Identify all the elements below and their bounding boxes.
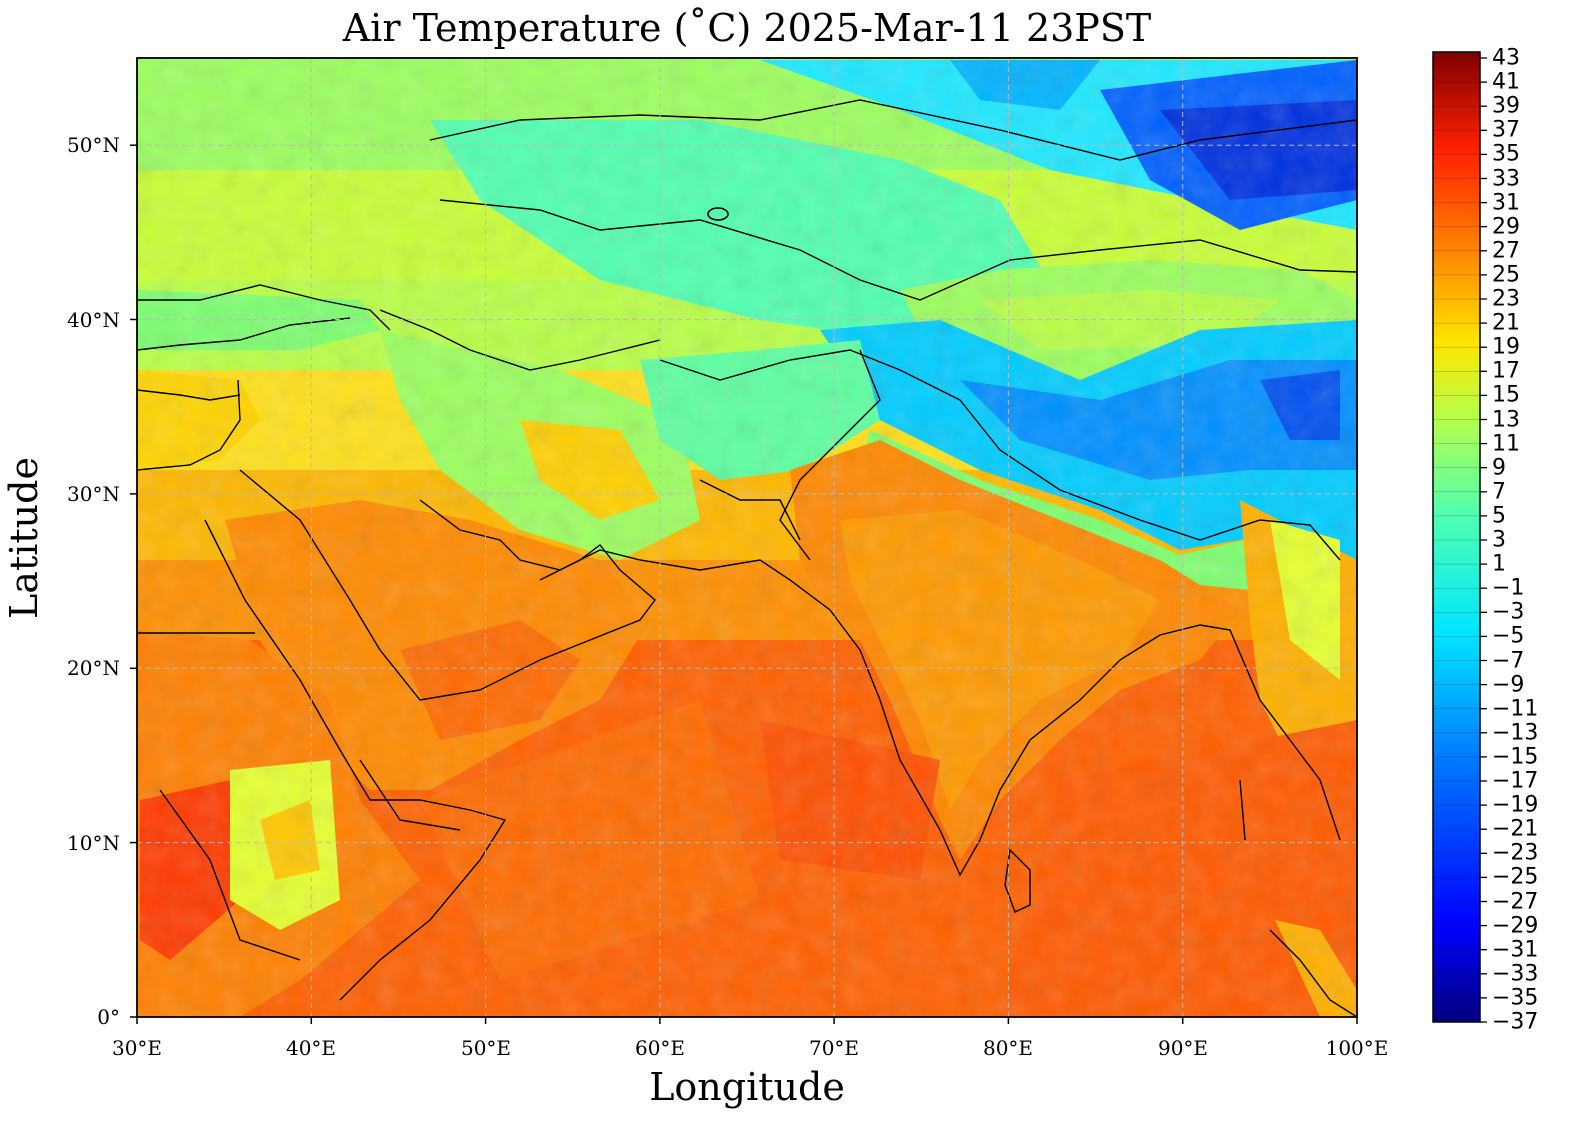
- colorbar-tick-label: 25: [1492, 262, 1520, 288]
- y-tick-label: 30°N: [67, 482, 120, 506]
- colorbar-tick-label: −7: [1492, 648, 1525, 673]
- lake-outline: [707, 207, 729, 221]
- x-tick-label: 60°E: [634, 1036, 686, 1060]
- y-tick-label: 10°N: [67, 831, 120, 855]
- colorbar-tick-label: −29: [1492, 913, 1539, 939]
- x-tick-label: 80°E: [982, 1036, 1034, 1060]
- colorbar-tick-label: 9: [1492, 455, 1506, 481]
- colorbar-tick-label: −17: [1492, 768, 1539, 794]
- colorbar-tick-label: 13: [1492, 407, 1520, 432]
- x-tick-label: 50°E: [460, 1036, 512, 1060]
- y-tick-label: 50°N: [67, 133, 120, 157]
- colorbar-tick-label: −11: [1492, 696, 1539, 722]
- colorbar-tick-label: −1: [1492, 575, 1525, 601]
- colorbar-tick-label: 43: [1492, 45, 1520, 71]
- colorbar-tick-label: −21: [1492, 816, 1539, 842]
- colorbar-tick-label: 7: [1492, 479, 1506, 505]
- colorbar-tick-label: −33: [1492, 961, 1539, 987]
- y-tick-label: 20°N: [67, 656, 120, 680]
- colorbar-tick-label: 33: [1492, 166, 1520, 191]
- x-tick-label: 100°E: [1325, 1036, 1389, 1060]
- colorbar-tick-label: −27: [1492, 889, 1539, 914]
- colorbar-tick-label: 19: [1492, 334, 1520, 360]
- x-tick-label: 70°E: [808, 1036, 860, 1060]
- colorbar-tick-label: 1: [1492, 551, 1506, 577]
- colorbar-tick-marks: [1480, 57, 1487, 1023]
- colorbar-tick-label: −15: [1492, 744, 1539, 770]
- colorbar-tick-label: 23: [1492, 286, 1520, 312]
- colorbar-tick-label: 41: [1492, 69, 1520, 95]
- colorbar-tick-label: 15: [1492, 382, 1520, 408]
- map-frame: [136, 57, 1358, 1018]
- colorbar-tick-label: 27: [1492, 238, 1520, 264]
- colorbar-tick-label: 29: [1492, 214, 1520, 240]
- colorbar-tick-label: 35: [1492, 141, 1520, 167]
- x-axis-title: Longitude: [649, 1065, 845, 1109]
- colorbar-tick-label: 5: [1492, 503, 1506, 529]
- temperature-field: [137, 58, 1357, 1017]
- colorbar-tick-label: 39: [1492, 93, 1520, 119]
- colorbar-tick-label: 11: [1492, 431, 1520, 457]
- y-tick-label: 40°N: [67, 308, 120, 332]
- x-tick-label: 90°E: [1157, 1036, 1209, 1060]
- colorbar-tick-label: −31: [1492, 937, 1539, 963]
- axis-ticks: [130, 144, 1358, 1024]
- colorbar-tick-label: −19: [1492, 792, 1539, 818]
- colorbar-tick-label: 31: [1492, 190, 1520, 216]
- colorbar-tick-label: −37: [1492, 1009, 1539, 1035]
- map-title: Air Temperature (˚C) 2025-Mar-11 23PST: [342, 6, 1152, 50]
- colorbar-ramp: [1433, 52, 1480, 1022]
- colorbar-tick-label: −25: [1492, 864, 1539, 890]
- colorbar-tick-label: −23: [1492, 840, 1539, 866]
- map-gridlines: [137, 58, 1357, 1017]
- colorbar-frame: [1432, 51, 1481, 1023]
- x-tick-label: 40°E: [285, 1036, 337, 1060]
- colorbar-tick-label: 17: [1492, 358, 1520, 384]
- colorbar-tick-label: −5: [1492, 623, 1525, 649]
- y-tick-label: 0°: [97, 1005, 120, 1029]
- colorbar-tick-label: −13: [1492, 720, 1539, 746]
- colorbar-level-lines: [1433, 57, 1480, 1023]
- x-tick-label: 30°E: [111, 1036, 163, 1060]
- colorbar-tick-label: −9: [1492, 672, 1525, 698]
- colorbar-tick-label: 21: [1492, 310, 1520, 336]
- colorbar-tick-label: −3: [1492, 599, 1525, 625]
- coastlines: [137, 99, 1357, 1017]
- colorbar-tick-label: 3: [1492, 527, 1506, 553]
- colorbar-tick-label: −35: [1492, 985, 1539, 1011]
- colorbar-tick-label: 37: [1492, 117, 1520, 143]
